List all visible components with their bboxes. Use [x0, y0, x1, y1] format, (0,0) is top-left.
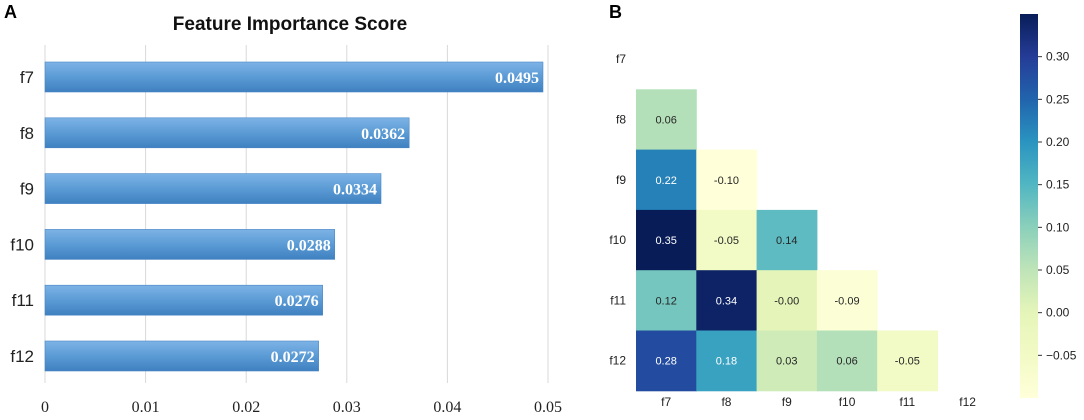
- colorbar-tick-label: 0.00: [1046, 306, 1070, 320]
- heatmap-row-label-f12: f12: [609, 354, 626, 368]
- bar-f12: [44, 340, 319, 372]
- y-tick-label-f8: f8: [20, 124, 34, 143]
- panel-a-label: A: [4, 2, 17, 22]
- heatmap-cell-label-f9-f8: -0.10: [714, 175, 739, 187]
- x-tick-label: 0.03: [333, 399, 361, 416]
- heatmap-cell-label-f10-f8: -0.05: [714, 235, 739, 247]
- x-tick-label: 0.01: [132, 399, 160, 416]
- heatmap-cell-f9-f8: [696, 149, 758, 211]
- heatmap-row-label-f11: f11: [610, 293, 626, 307]
- x-tick-label: 0.02: [232, 399, 260, 416]
- heatmap-cell-label-f12-f10: 0.06: [836, 356, 857, 368]
- bar-value-label-f7: 0.0495: [495, 70, 539, 87]
- heatmap-row-label-f9: f9: [616, 173, 626, 187]
- heatmap-cell-f12-f8: [696, 330, 758, 392]
- heatmap-row-label-f8: f8: [616, 112, 626, 126]
- heatmap-cell-f12-f10: [816, 330, 878, 392]
- heatmap-row-label-f7: f7: [616, 52, 626, 66]
- colorbar-tick-label: 0.20: [1046, 135, 1070, 149]
- bar-value-label-f11: 0.0276: [275, 293, 319, 310]
- colorbar: 0.30 0.25 0.20 0.15 0.10 0.05 0.00 −0.05: [1020, 14, 1077, 398]
- heatmap-cell-f11-f8: [696, 270, 758, 331]
- heatmap-cell-f10-f9: [756, 209, 818, 271]
- heatmap-cell-label-f12-f11: -0.05: [895, 356, 920, 368]
- y-tick-label-f11: f11: [12, 291, 34, 310]
- heatmap-cell-label-f10-f7: 0.35: [655, 235, 676, 247]
- heatmap-col-label-f8: f8: [721, 395, 731, 409]
- heatmap-cell-f8-f7: [636, 89, 697, 151]
- colorbar-tick-label: 0.05: [1046, 263, 1070, 277]
- correlation-heatmap: 0.06 0.22 -0.10 0.35 -0.05 0.14 0.12 0.34 -0.00 -…: [609, 52, 976, 409]
- colorbar-gradient: [1020, 14, 1038, 398]
- heatmap-col-label-f12: f12: [959, 395, 976, 409]
- heatmap-cell-label-f11-f7: 0.12: [655, 295, 676, 307]
- heatmap-cell-f12-f11: [877, 330, 938, 392]
- x-tick-label: 0: [41, 399, 49, 416]
- heatmap-cell-f10-f8: [696, 209, 758, 271]
- x-tick-label: 0.05: [534, 399, 562, 416]
- heatmap-cell-label-f11-f10: -0.09: [835, 295, 860, 307]
- heatmap-cell-label-f11-f9: -0.00: [774, 295, 799, 307]
- y-tick-label-f10: f10: [10, 235, 34, 254]
- heatmap-cell-f9-f7: [636, 149, 697, 211]
- heatmap-cell-f12-f7: [636, 330, 697, 392]
- bar-f8: [44, 117, 410, 149]
- panel-b-label: B: [609, 2, 622, 22]
- heatmap-cell-label-f12-f7: 0.28: [655, 356, 676, 368]
- heatmap-col-label-f10: f10: [839, 395, 856, 409]
- bar-value-label-f8: 0.0362: [361, 126, 405, 143]
- heatmap-col-label-f11: f11: [899, 395, 915, 409]
- heatmap-cell-label-f12-f9: 0.03: [776, 356, 797, 368]
- y-tick-label-f9: f9: [20, 180, 34, 199]
- y-tick-label-f12: f12: [10, 347, 34, 366]
- colorbar-tick-label: −0.05: [1046, 348, 1077, 362]
- y-tick-label-f7: f7: [20, 68, 34, 87]
- feature-importance-bar-chart: Feature Importance Score f7 f8 f9 f10 f11 f12…: [10, 14, 562, 416]
- heatmap-cell-f12-f9: [756, 330, 818, 392]
- bar-f7: [44, 61, 544, 93]
- heatmap-cell-f11-f7: [636, 270, 697, 331]
- heatmap-cell-f10-f7: [636, 209, 697, 271]
- colorbar-tick-label: 0.10: [1046, 220, 1070, 234]
- bar-f10: [44, 229, 336, 260]
- x-tick-label: 0.04: [433, 399, 461, 416]
- colorbar-tick-label: 0.25: [1046, 92, 1070, 106]
- heatmap-cell-label-f11-f8: 0.34: [716, 295, 737, 307]
- heatmap-cell-f11-f9: [756, 270, 818, 331]
- heatmap-cell-label-f12-f8: 0.18: [716, 356, 737, 368]
- heatmap-cell-f11-f10: [816, 270, 878, 331]
- heatmap-row-label-f10: f10: [609, 233, 626, 247]
- bar-value-label-f12: 0.0272: [271, 349, 315, 366]
- bar-value-label-f10: 0.0288: [287, 237, 331, 254]
- heatmap-cell-label-f8-f7: 0.06: [655, 114, 676, 126]
- bar-value-label-f9: 0.0334: [333, 182, 377, 199]
- heatmap-col-label-f7: f7: [661, 395, 671, 409]
- bar-f11: [44, 284, 323, 316]
- heatmap-cell-label-f9-f7: 0.22: [655, 175, 676, 187]
- colorbar-tick-label: 0.30: [1046, 50, 1070, 64]
- heatmap-cell-label-f10-f9: 0.14: [776, 235, 797, 247]
- bar-chart-title: Feature Importance Score: [173, 14, 407, 35]
- bar-f9: [44, 173, 382, 204]
- colorbar-tick-label: 0.15: [1046, 178, 1070, 192]
- heatmap-col-label-f9: f9: [782, 395, 792, 409]
